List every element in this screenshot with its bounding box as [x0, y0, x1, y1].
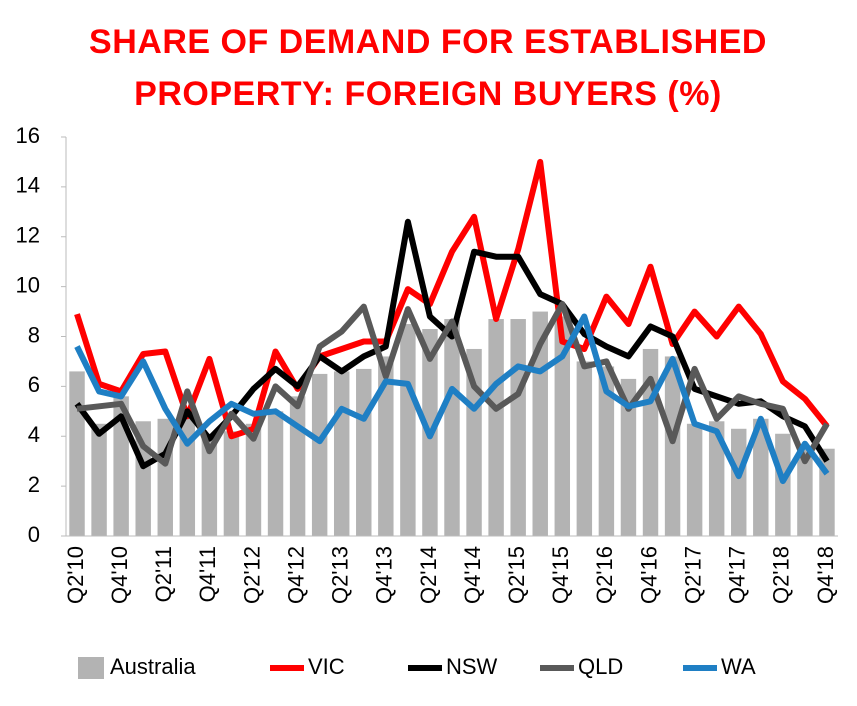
y-tick-label: 2 [28, 472, 40, 497]
x-tick-label: Q2'15 [504, 546, 529, 604]
x-tick-label: Q4'13 [372, 546, 397, 604]
x-tick-label: Q2'13 [328, 546, 353, 604]
bar [201, 433, 218, 536]
x-tick-label: Q4'16 [636, 546, 661, 604]
bar [731, 428, 747, 536]
x-tick-label: Q2'12 [239, 546, 264, 604]
bar [91, 423, 107, 536]
x-tick-label: Q4'15 [548, 546, 573, 604]
x-tick-label: Q2'17 [680, 546, 705, 604]
y-tick-label: 0 [28, 522, 40, 547]
x-tick-label: Q4'14 [460, 546, 485, 604]
x-tick-label: Q2'10 [63, 546, 88, 604]
bar [466, 348, 482, 536]
legend-label: VIC [308, 654, 345, 679]
legend-label: WA [721, 654, 756, 679]
bar [69, 371, 85, 536]
bar [576, 361, 593, 536]
y-tick-label: 8 [28, 322, 40, 347]
line [74, 313, 830, 485]
x-tick-label: Q2'16 [592, 546, 617, 604]
bar [554, 316, 571, 536]
x-tick-label: Q4'17 [725, 546, 750, 604]
bar [356, 368, 372, 536]
bar [378, 356, 394, 536]
x-tick-label: Q2'18 [769, 546, 794, 604]
x-tick-label: Q4'18 [813, 546, 838, 604]
x-tick-label: Q4'11 [195, 546, 220, 602]
bar [686, 423, 703, 536]
legend-label: Australia [110, 654, 196, 679]
legend-swatch [78, 657, 104, 679]
chart-title: PROPERTY: FOREIGN BUYERS (%) [134, 75, 722, 113]
y-tick-label: 4 [28, 422, 40, 447]
y-tick-label: 6 [28, 372, 40, 397]
y-tick-label: 16 [16, 123, 40, 148]
bar [444, 319, 460, 536]
bar [797, 446, 813, 536]
bar [620, 378, 637, 536]
y-tick-label: 14 [16, 173, 40, 198]
legend-label: QLD [578, 654, 623, 679]
y-tick-label: 12 [16, 223, 40, 248]
bar [267, 411, 284, 536]
bar [289, 396, 306, 536]
chart-title: SHARE OF DEMAND FOR ESTABLISHED [89, 23, 767, 61]
bar [488, 319, 504, 536]
x-tick-label: Q2'11 [151, 546, 176, 602]
bar [598, 366, 615, 536]
bar [775, 433, 791, 536]
x-tick-label: Q4'10 [107, 546, 132, 604]
x-tick-label: Q4'12 [283, 546, 308, 604]
bar [245, 423, 262, 536]
bar [223, 431, 240, 536]
x-tick-label: Q2'14 [416, 546, 441, 604]
bar [664, 356, 681, 536]
bar [333, 371, 350, 536]
bar [400, 324, 416, 536]
y-tick-label: 10 [16, 272, 40, 297]
line [74, 158, 830, 440]
bar [753, 418, 769, 536]
bar [510, 319, 526, 536]
legend-label: NSW [446, 654, 498, 679]
bar [708, 421, 725, 536]
bar [311, 373, 328, 536]
